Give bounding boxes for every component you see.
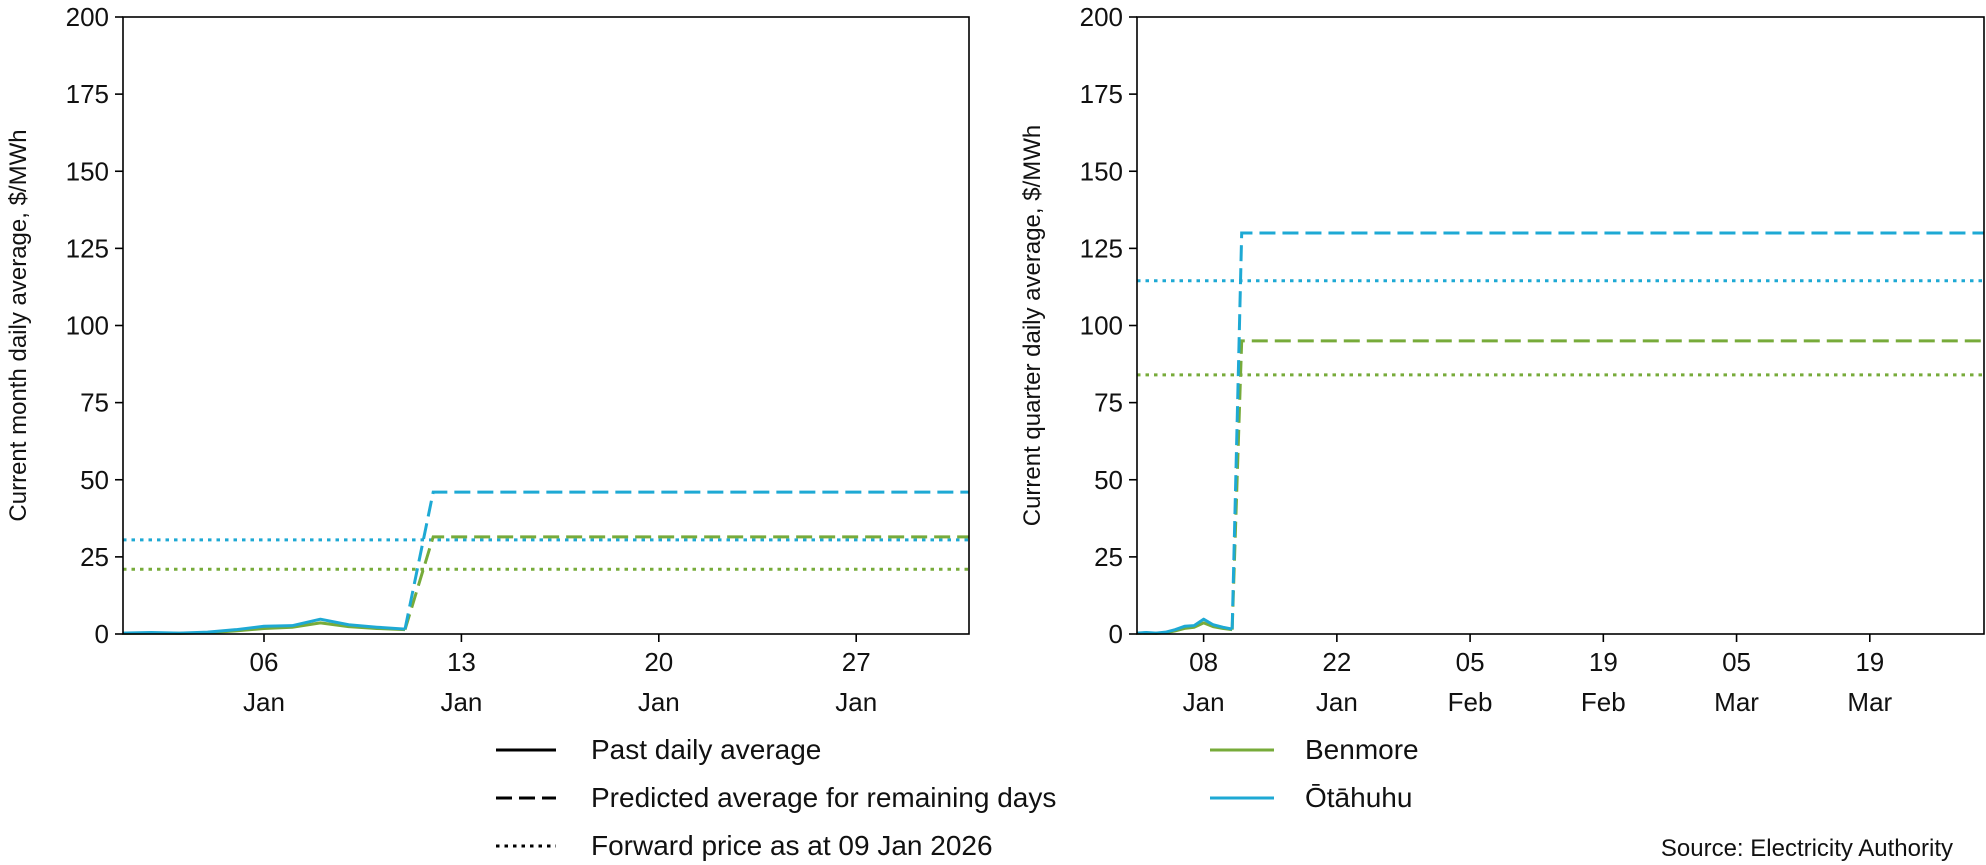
y-axis-label: Current month daily average, $/MWh [5,129,32,521]
x-tick-label-day: 05 [1456,647,1485,677]
y-tick-label: 150 [1080,156,1123,186]
x-tick-label-day: 08 [1189,647,1218,677]
predicted-line-benmore [403,535,969,631]
x-tick-label-month: Jan [835,687,877,717]
x-tick-label-month: Feb [1448,687,1493,717]
x-tick-label-day: 22 [1322,647,1351,677]
x-tick-label-day: 05 [1722,647,1751,677]
plot-frame [1136,16,1985,635]
legend-label-past: Past daily average [591,734,821,765]
y-tick-label: 75 [1094,388,1123,418]
legend-label-otahuhu: Ōtāhuhu [1305,782,1412,813]
legend-label-benmore: Benmore [1305,734,1419,765]
x-tick-label-month: Mar [1714,687,1759,717]
y-tick-label: 50 [80,465,109,495]
y-tick-label: 75 [80,388,109,418]
x-tick-label-day: 19 [1855,647,1884,677]
plot-frame [122,16,970,635]
x-tick-label-month: Feb [1581,687,1626,717]
y-tick-label: 200 [1080,2,1123,32]
x-tick-label-day: 19 [1589,647,1618,677]
chart-panel-quarter: 0 25 50 75 100 125 150 175 200 08 Jan 22 Jan 05 Feb 19 F… [1019,2,1985,717]
y-tick-label: 175 [66,79,109,109]
predicted-line-otahuhu [1230,231,1984,630]
legend-label-predicted: Predicted average for remaining days [591,782,1056,813]
y-tick-label: 0 [1109,619,1123,649]
y-axis-label: Current quarter daily average, $/MWh [1019,125,1046,527]
y-tick-label: 0 [95,619,109,649]
y-tick-label: 50 [1094,465,1123,495]
x-tick-label-day: 27 [842,647,871,677]
legend-label-forward: Forward price as at 09 Jan 2026 [591,830,993,861]
predicted-line-benmore [1230,339,1984,630]
past-line-otahuhu [1136,617,1233,635]
x-tick-label-month: Mar [1847,687,1892,717]
source-note: Source: Electricity Authority [1661,835,1953,862]
x-tick-label-day: 20 [644,647,673,677]
y-tick-label: 200 [66,2,109,32]
y-tick-label: 100 [1080,311,1123,341]
x-tick-label-month: Jan [1183,687,1225,717]
y-tick-label: 125 [66,233,109,263]
chart-panel-month: 0 25 50 75 100 125 150 175 200 06 Jan 13 Jan 20 Jan 27 J… [5,2,970,717]
x-tick-label-month: Jan [1316,687,1358,717]
x-tick-label-month: Jan [638,687,680,717]
x-tick-label-month: Jan [243,687,285,717]
y-tick-label: 25 [1094,542,1123,572]
y-tick-label: 150 [66,156,109,186]
x-tick-label-day: 13 [447,647,476,677]
y-tick-label: 125 [1080,233,1123,263]
x-tick-label-day: 06 [250,647,279,677]
predicted-line-otahuhu [403,490,969,630]
past-line-otahuhu [122,617,406,635]
chart-legend: Past daily average Predicted average for… [496,734,1419,861]
y-tick-label: 100 [66,311,109,341]
y-tick-label: 175 [1080,79,1123,109]
y-tick-label: 25 [80,542,109,572]
x-tick-label-month: Jan [440,687,482,717]
